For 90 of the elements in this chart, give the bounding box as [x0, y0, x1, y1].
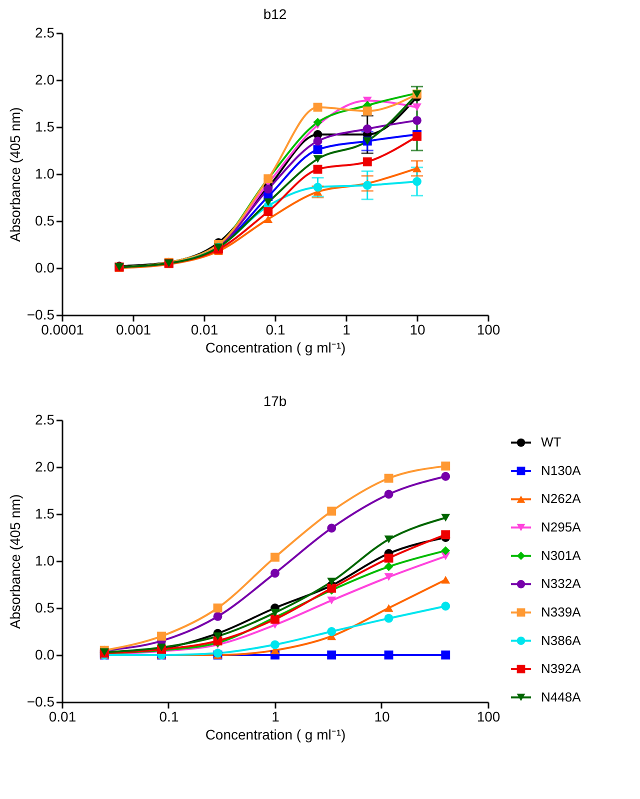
point [441, 472, 450, 481]
point [327, 506, 336, 516]
legend-label: N448A [541, 689, 582, 704]
x-tick-label: 10 [374, 708, 390, 724]
point [441, 546, 450, 556]
y-axis-title: Absorbance (405 nm) [6, 107, 23, 242]
y-tick-label: 0.0 [35, 260, 55, 276]
y-tick-label: 2.0 [35, 72, 55, 88]
point [362, 124, 372, 134]
legend-label: N262A [541, 491, 582, 506]
point [441, 514, 450, 522]
legend-label: N295A [541, 520, 582, 535]
x-axis-title: Concentration ( g ml⁻¹) [205, 726, 346, 742]
legend-label: N339A [541, 604, 582, 620]
chart-title: 17b [263, 393, 287, 409]
point [313, 102, 322, 112]
point [264, 198, 273, 206]
x-tick-label: 0.001 [116, 322, 152, 338]
chart-title: b12 [263, 6, 287, 22]
point [313, 145, 322, 154]
y-tick-label: 1.5 [35, 118, 55, 134]
point [384, 474, 394, 483]
point [327, 596, 336, 604]
legend-label: N392A [541, 661, 582, 676]
point [313, 155, 322, 163]
point [362, 180, 372, 190]
y-tick-label: 0.0 [35, 646, 55, 662]
point [313, 164, 322, 174]
point [441, 650, 450, 660]
legend-label: N332A [541, 576, 582, 592]
point [213, 604, 222, 612]
point [313, 118, 322, 127]
point [412, 103, 422, 112]
point [270, 552, 280, 562]
y-tick-label: 1.0 [35, 166, 55, 182]
point [384, 604, 394, 612]
x-tick-label: 0.1 [266, 322, 286, 338]
legend-label: N301A [541, 548, 582, 563]
legend-label: N386A [541, 632, 582, 648]
x-tick-label: 0.1 [159, 708, 179, 724]
y-tick-label: 1.0 [35, 552, 55, 568]
x-tick-label: 1 [342, 322, 351, 338]
y-tick-label: 2.5 [35, 412, 55, 428]
y-tick-label: 2.5 [35, 24, 55, 40]
point [384, 562, 394, 572]
point [441, 462, 450, 471]
legend-label: N130A [541, 462, 582, 478]
point [384, 536, 394, 544]
y-axis-title: Absorbance (405 nm) [6, 494, 23, 629]
point [327, 650, 336, 660]
point [157, 632, 166, 641]
point [327, 524, 336, 533]
point [412, 116, 422, 125]
legend-label: WT [541, 434, 562, 450]
point [384, 650, 394, 660]
point [270, 640, 280, 650]
y-tick-label: 0.5 [35, 600, 55, 616]
point [264, 207, 273, 216]
point [441, 576, 450, 584]
point [270, 608, 280, 617]
point [362, 106, 372, 116]
point [412, 177, 422, 186]
y-tick-label: 2.0 [35, 458, 55, 474]
x-tick-label: 100 [476, 708, 500, 724]
y-tick-label: 0.5 [35, 212, 55, 228]
point [264, 215, 273, 223]
x-tick-label: 0.01 [190, 322, 218, 338]
x-tick-label: 100 [476, 322, 500, 338]
point [313, 136, 322, 146]
point [362, 157, 372, 166]
point [313, 182, 322, 192]
x-tick-label: 1 [272, 708, 280, 724]
x-axis-title: Concentration ( g ml⁻¹) [205, 340, 346, 356]
point [441, 530, 450, 540]
x-tick-label: 0.0001 [41, 322, 84, 338]
point [327, 627, 336, 636]
point [327, 578, 336, 586]
point [384, 490, 394, 499]
y-tick-label: −0.5 [26, 694, 55, 710]
x-tick-label: 10 [410, 322, 426, 338]
point [384, 573, 394, 581]
y-tick-label: −0.5 [26, 306, 55, 322]
point [441, 602, 450, 611]
point [270, 568, 280, 578]
y-tick-label: 1.5 [35, 506, 55, 522]
point [213, 632, 222, 640]
x-tick-label: 0.01 [48, 708, 76, 724]
point [384, 554, 394, 563]
point [213, 612, 222, 621]
point [384, 614, 394, 623]
